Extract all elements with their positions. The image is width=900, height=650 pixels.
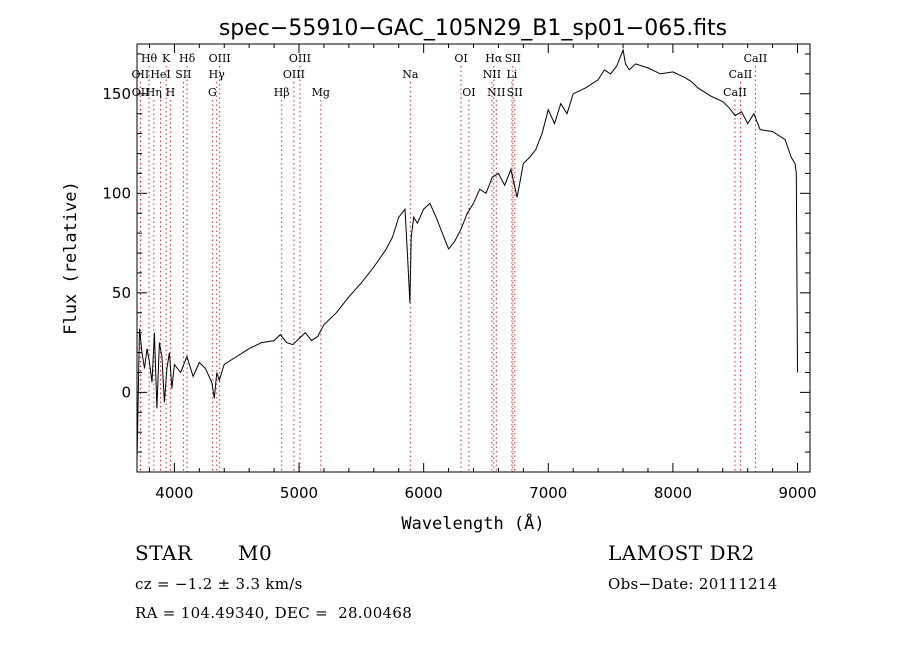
plot-frame xyxy=(136,43,811,473)
emission-line-label: OI xyxy=(462,86,475,99)
emission-line-label: K xyxy=(162,52,171,65)
observation-date: Obs−Date: 20111214 xyxy=(608,575,778,593)
object-class: STAR xyxy=(135,541,193,565)
emission-line-label: NII xyxy=(483,68,501,81)
y-tick-label: 100 xyxy=(102,184,131,202)
x-tick-label: 9000 xyxy=(778,484,816,502)
y-tick-label: 50 xyxy=(112,284,131,302)
chart-title: spec−55910−GAC_105N29_B1_sp01−065.fits xyxy=(219,16,727,41)
emission-line-label: H xyxy=(166,86,176,99)
emission-line-label: SII xyxy=(507,86,523,99)
emission-line-label: CaII xyxy=(729,68,753,81)
emission-line-label: Na xyxy=(402,68,419,81)
x-axis: 4000 5000 6000 7000 8000 9000 xyxy=(148,44,817,502)
emission-line-label: OIII xyxy=(283,68,305,81)
emission-line-label: SII xyxy=(505,52,521,65)
spectrum-line xyxy=(136,48,798,463)
emission-line-label: Mg xyxy=(312,86,330,99)
y-tick-label: 150 xyxy=(102,85,131,103)
emission-line-label: Hη xyxy=(146,86,162,99)
survey-name: LAMOST DR2 xyxy=(608,541,755,565)
emission-line-label: Hα xyxy=(485,52,503,65)
y-axis: 0 50 100 150 xyxy=(102,53,810,473)
emission-line-label: CaII xyxy=(744,52,768,65)
x-tick-label: 8000 xyxy=(654,484,692,502)
emission-line-label: OII xyxy=(132,68,150,81)
coordinates: RA = 104.49340, DEC = 28.00468 xyxy=(135,604,413,622)
emission-line-label: Hβ xyxy=(274,86,290,99)
emission-line-label: G xyxy=(208,86,217,99)
object-subclass: M0 xyxy=(238,541,273,565)
emission-line-label: Li xyxy=(506,68,517,81)
emission-line-label: Hθ xyxy=(141,52,158,65)
x-tick-label: 7000 xyxy=(529,484,567,502)
emission-line-markers xyxy=(139,66,756,472)
emission-line-label: OI xyxy=(454,52,467,65)
emission-line-label: HeI xyxy=(150,68,170,81)
emission-line-label: Hγ xyxy=(209,68,226,81)
emission-line-label: CaII xyxy=(723,86,747,99)
emission-line-label: NII xyxy=(487,86,505,99)
x-tick-label: 6000 xyxy=(405,484,443,502)
emission-line-label: SII xyxy=(175,68,191,81)
redshift-velocity: cz = −1.2 ± 3.3 km/s xyxy=(135,575,303,593)
y-axis-label: Flux (relative) xyxy=(61,181,81,335)
emission-line-label: OIII xyxy=(289,52,311,65)
x-tick-label: 5000 xyxy=(280,484,318,502)
y-tick-label: 0 xyxy=(121,383,131,401)
emission-line-label: Hδ xyxy=(179,52,196,65)
x-tick-label: 4000 xyxy=(155,484,193,502)
x-axis-label: Wavelength (Å) xyxy=(401,512,544,534)
emission-line-label: OII xyxy=(132,86,150,99)
emission-line-label: OIII xyxy=(209,52,231,65)
